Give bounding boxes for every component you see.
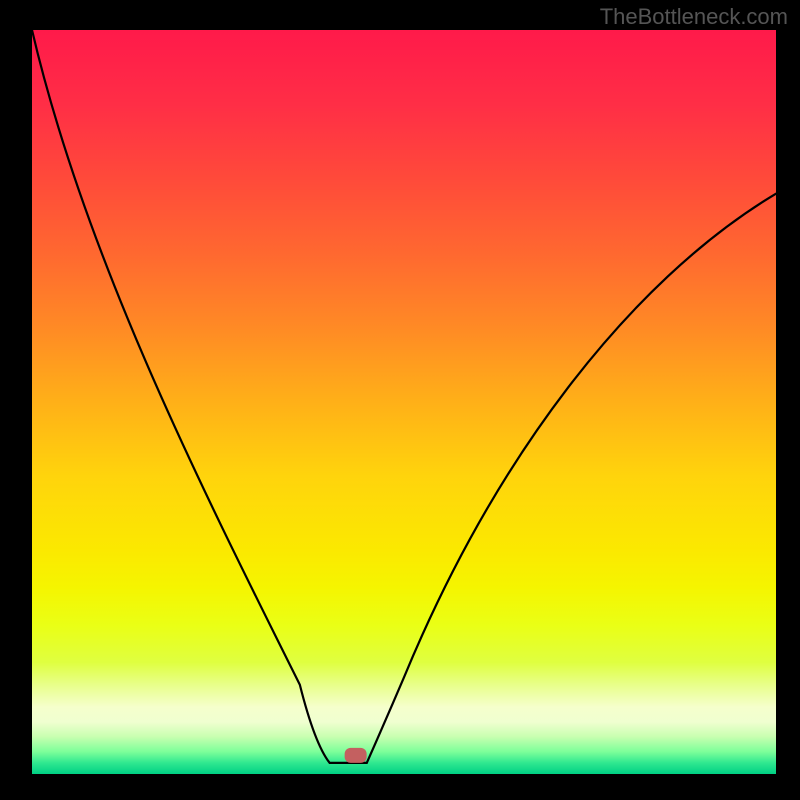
optimal-marker <box>345 748 367 763</box>
plot-area <box>32 30 776 774</box>
chart-container: TheBottleneck.com <box>0 0 800 800</box>
bottleneck-chart <box>0 0 800 800</box>
watermark-text: TheBottleneck.com <box>600 4 788 30</box>
